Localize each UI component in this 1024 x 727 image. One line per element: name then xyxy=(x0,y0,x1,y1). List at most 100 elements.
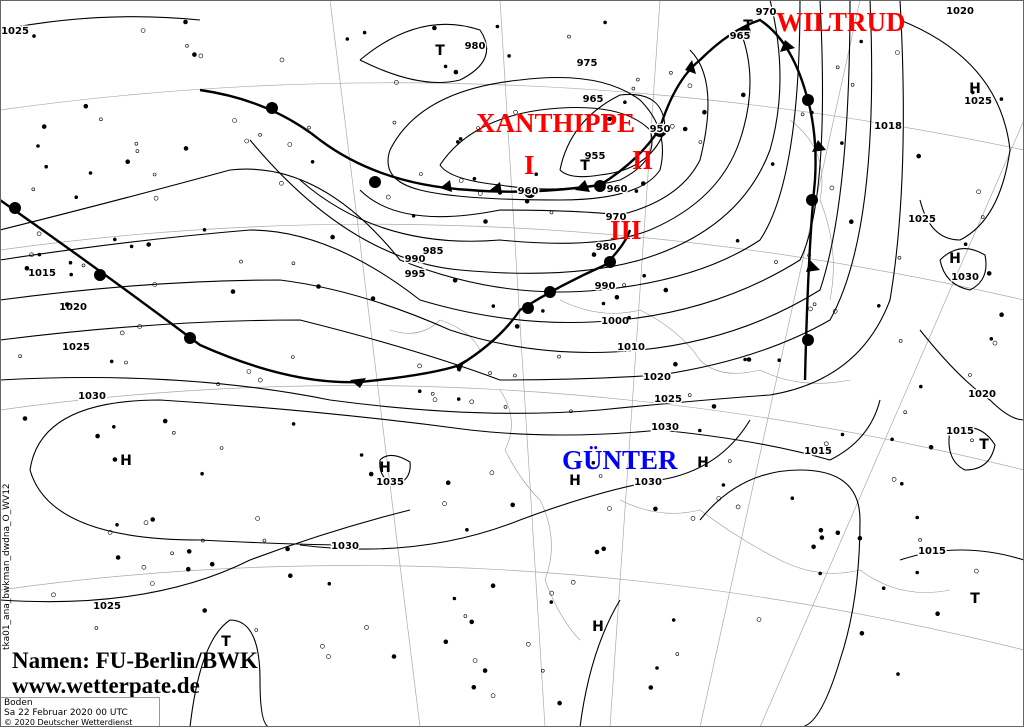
station-marker xyxy=(935,611,940,617)
station-marker xyxy=(835,65,840,70)
occlusion-wiltrud xyxy=(658,18,817,381)
station-marker xyxy=(702,109,707,115)
station-marker xyxy=(812,302,817,307)
high-pressure-marker: H xyxy=(697,455,709,471)
station-marker xyxy=(216,382,220,386)
station-marker xyxy=(119,330,125,336)
station-marker xyxy=(601,301,606,306)
isobar-label: 1035 xyxy=(376,477,404,488)
station-marker xyxy=(746,357,752,362)
station-marker xyxy=(850,83,855,87)
station-marker xyxy=(185,43,189,48)
info-box: Boden Sa 22 Februar 2020 00 UTC © 2020 D… xyxy=(0,697,160,727)
station-marker xyxy=(614,294,620,300)
station-marker xyxy=(891,477,897,482)
station-marker xyxy=(209,561,215,567)
low-pressure-marker: T xyxy=(435,43,445,59)
station-marker xyxy=(186,566,191,572)
station-marker xyxy=(697,428,702,433)
station-marker xyxy=(287,573,293,579)
station-marker xyxy=(673,361,678,367)
station-marker xyxy=(735,504,741,510)
isobar-label: 995 xyxy=(405,269,426,280)
station-marker xyxy=(968,373,972,377)
station-marker xyxy=(150,517,155,522)
high-pressure-marker: H xyxy=(592,619,604,635)
isobar-label: 1020 xyxy=(643,372,671,383)
datetime-label: Sa 22 Februar 2020 00 UTC xyxy=(4,708,128,718)
isobar-label: 1020 xyxy=(968,389,996,400)
station-marker xyxy=(320,643,325,649)
station-marker xyxy=(465,527,469,532)
station-marker xyxy=(640,181,646,186)
station-marker xyxy=(896,672,900,676)
station-marker xyxy=(721,483,726,487)
isobar-label: 1025 xyxy=(654,394,682,405)
station-marker xyxy=(455,140,460,144)
station-marker xyxy=(818,527,824,533)
low-pressure-marker: T xyxy=(221,634,231,650)
station-marker xyxy=(141,564,147,570)
station-marker xyxy=(36,231,42,237)
station-marker xyxy=(146,242,151,247)
station-marker xyxy=(201,538,205,543)
station-marker xyxy=(899,481,904,486)
station-marker xyxy=(655,666,659,670)
station-marker xyxy=(51,592,56,598)
station-marker xyxy=(327,581,332,586)
station-marker xyxy=(394,80,399,85)
station-marker xyxy=(622,283,626,287)
station-marker xyxy=(330,234,335,240)
station-marker xyxy=(445,480,451,486)
station-marker xyxy=(631,86,636,91)
station-marker xyxy=(419,172,423,176)
station-marker xyxy=(287,142,293,147)
station-marker xyxy=(458,178,464,183)
fronts xyxy=(0,18,826,388)
station-marker xyxy=(490,583,496,589)
station-marker xyxy=(810,110,814,115)
station-marker xyxy=(770,162,775,166)
station-marker xyxy=(790,496,795,501)
station-marker xyxy=(432,397,438,403)
station-marker xyxy=(507,54,511,58)
station-marker xyxy=(986,271,992,276)
station-marker xyxy=(549,210,554,215)
station-marker xyxy=(698,140,703,144)
station-marker xyxy=(811,544,816,550)
credit-website[interactable]: www.wetterpate.de xyxy=(12,673,200,698)
station-marker xyxy=(183,146,189,151)
station-marker xyxy=(903,410,908,415)
station-marker xyxy=(443,64,448,69)
station-marker xyxy=(385,194,391,200)
station-marker xyxy=(129,244,134,249)
station-marker xyxy=(362,30,367,35)
station-marker xyxy=(170,551,174,556)
station-marker xyxy=(345,37,350,41)
station-marker xyxy=(669,71,673,75)
station-marker xyxy=(482,668,488,673)
low-pressure-marker: T xyxy=(979,437,989,453)
station-marker xyxy=(32,34,36,38)
isobar-label: 1030 xyxy=(331,541,359,552)
station-marker xyxy=(291,422,296,426)
station-marker xyxy=(859,630,865,636)
isobar-label: 1015 xyxy=(804,446,832,457)
station-marker xyxy=(525,641,531,647)
station-marker xyxy=(549,590,555,596)
coastlines xyxy=(389,119,951,641)
cold-front-west xyxy=(0,199,632,384)
station-marker xyxy=(973,568,979,574)
station-marker xyxy=(743,357,747,362)
pressure-centers: H H H H H H H T T T T T T xyxy=(120,18,989,650)
isobar-label: 960 xyxy=(607,184,628,195)
station-marker xyxy=(483,219,488,224)
station-marker xyxy=(290,355,295,359)
station-marker xyxy=(124,360,128,365)
station-marker xyxy=(740,92,746,98)
isobar-label: 980 xyxy=(596,242,617,253)
station-marker xyxy=(928,444,934,450)
